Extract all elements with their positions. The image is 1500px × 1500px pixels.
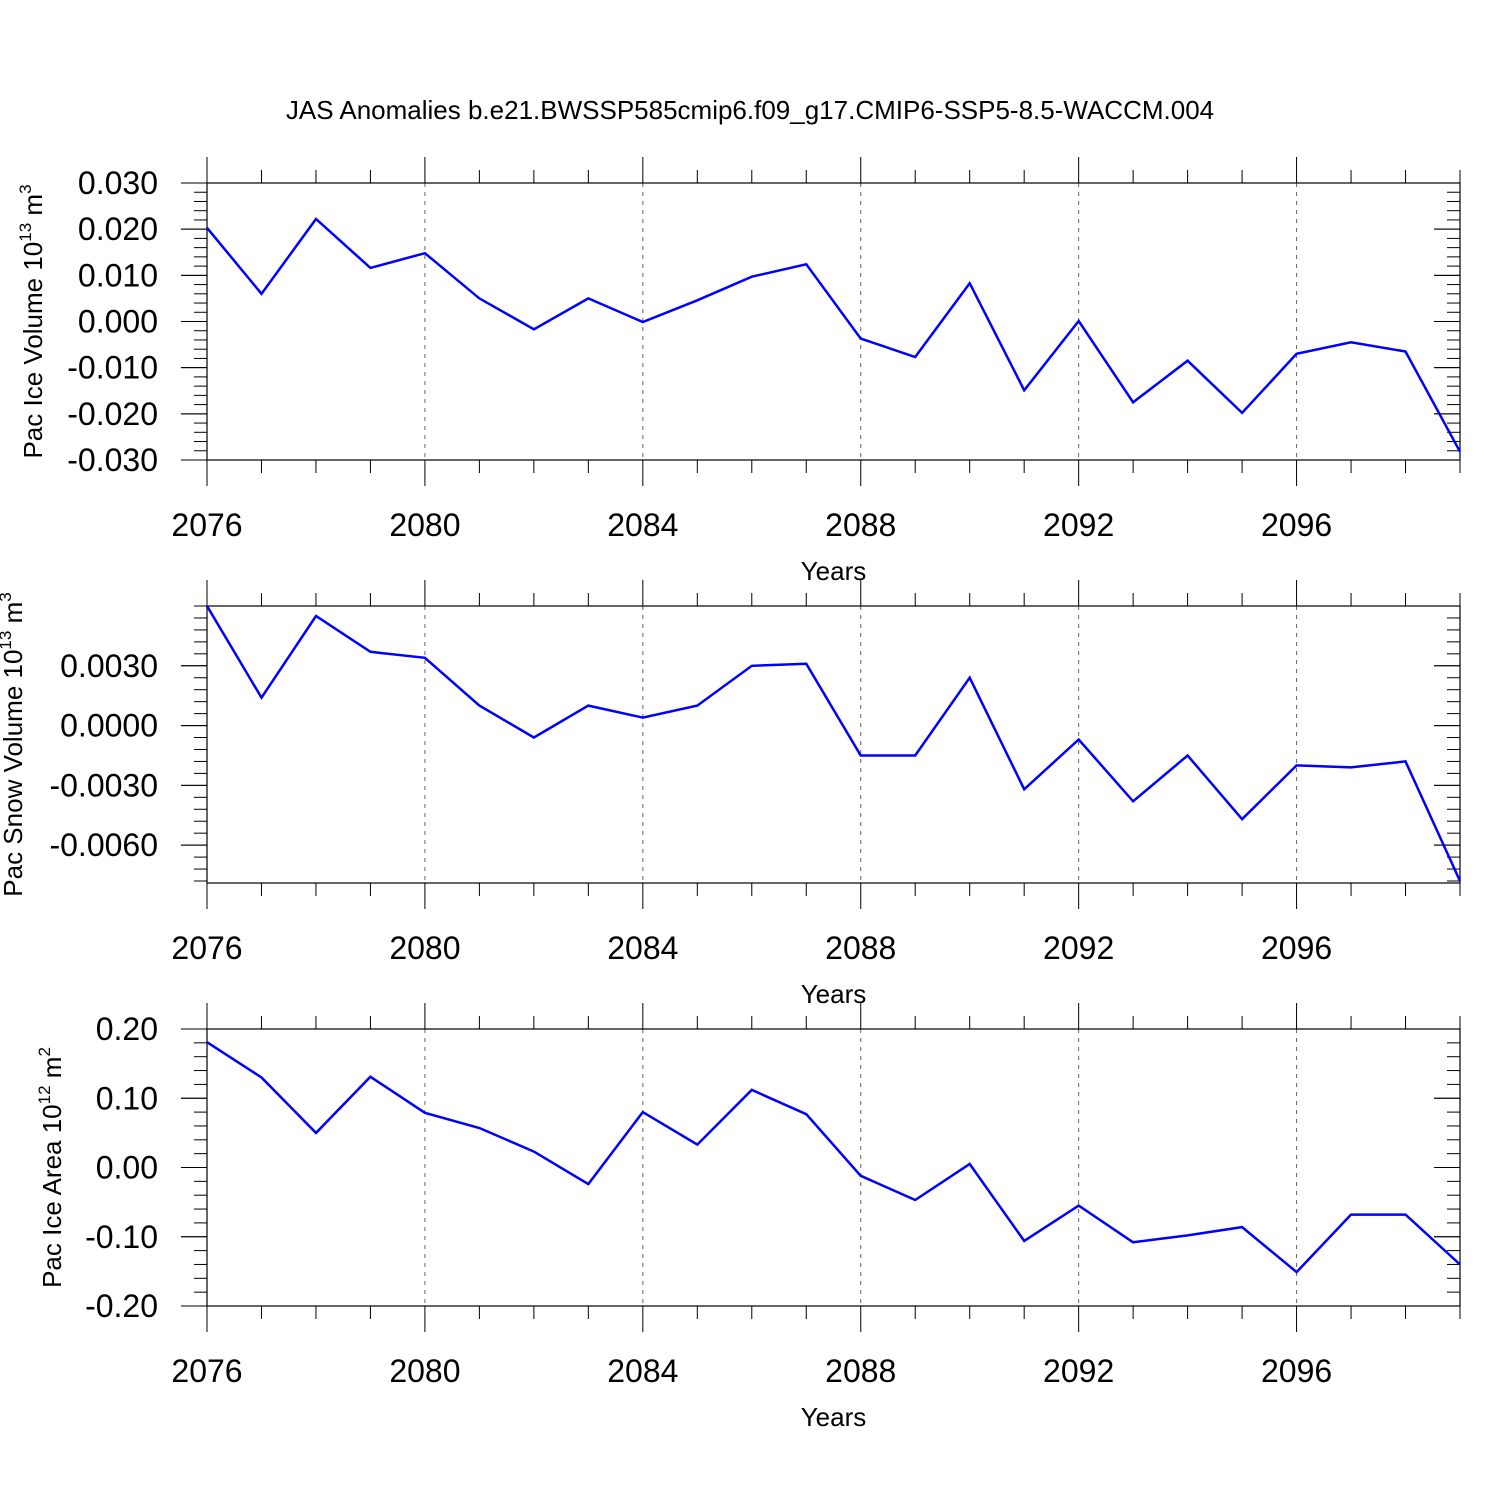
panel-1-y-tick-label: 0.010 [78, 257, 158, 293]
panel-3-x-tick-label: 2076 [171, 1353, 242, 1389]
panel-3-y-tick-label: -0.10 [85, 1219, 158, 1255]
panel-3-y-tick-label: 0.10 [96, 1080, 158, 1116]
panel-2-x-axis-label: Years [801, 979, 867, 1009]
panel-1-y-tick-label: 0.000 [78, 304, 158, 340]
panel-3-x-tick-label: 2084 [607, 1353, 678, 1389]
panel-3-x-tick-label: 2088 [825, 1353, 896, 1389]
panel-1-y-tick-label: 0.020 [78, 211, 158, 247]
panel-1-y-axis-label: Pac Ice Volume 1013 m3 [16, 184, 48, 458]
chart-panel-3: 2076 2080 2084 2088 2092 2096 Years 0.20 0.10 0.0… [35, 1003, 1461, 1432]
panel-2-y-tick-label: 0.0030 [60, 648, 158, 684]
chart-panels: 2076 2080 2084 2088 2092 2096 Years 0.030 0.020 0… [0, 157, 1462, 1432]
panel-1-y-tick-label: 0.030 [78, 165, 158, 201]
panel-1-x-tick-label: 2096 [1261, 507, 1332, 543]
panel-2-y-tick-label: 0.0000 [60, 708, 158, 744]
panel-3-series-line [206, 1041, 1461, 1274]
panel-1-x-tick-label: 2076 [171, 507, 242, 543]
panel-2-x-tick-label: 2076 [171, 930, 242, 966]
panel-2-y-tick-label: -0.0030 [49, 767, 158, 803]
panel-3-x-tick-label: 2080 [389, 1353, 460, 1389]
panel-3-x-tick-label: 2096 [1261, 1353, 1332, 1389]
panel-2-x-tick-label: 2088 [825, 930, 896, 966]
panel-2-x-tick-label: 2092 [1043, 930, 1114, 966]
panel-3-x-axis-label: Years [801, 1402, 867, 1432]
chart-title: JAS Anomalies b.e21.BWSSP585cmip6.f09_g1… [286, 95, 1214, 125]
chart-panel-2: 2076 2080 2084 2088 2092 2096 Years 0.0030 0.000… [0, 580, 1462, 1009]
panel-1-x-tick-label: 2088 [825, 507, 896, 543]
panel-1-x-tick-label: 2084 [607, 507, 678, 543]
panel-1-x-tick-label: 2092 [1043, 507, 1114, 543]
panel-3-y-axis-label: Pac Ice Area 1012 m2 [35, 1047, 67, 1288]
panel-2-y-tick-label: -0.0060 [49, 827, 158, 863]
panel-1-x-tick-label: 2080 [389, 507, 460, 543]
panel-1-y-tick-label: -0.030 [67, 442, 158, 478]
panel-2-x-tick-label: 2080 [389, 930, 460, 966]
panel-3-y-tick-label: -0.20 [85, 1288, 158, 1324]
panel-2-frame [206, 605, 1461, 884]
panel-3-x-tick-label: 2092 [1043, 1353, 1114, 1389]
panel-3-y-tick-label: 0.00 [96, 1150, 158, 1186]
chart-panel-1: 2076 2080 2084 2088 2092 2096 Years 0.030 0.020 0… [16, 157, 1462, 586]
panel-1-frame [206, 182, 1461, 461]
panel-1-y-tick-label: -0.010 [67, 350, 158, 386]
panel-2-y-axis-label: Pac Snow Volume 1013 m3 [0, 592, 28, 896]
panel-1-x-axis-label: Years [801, 556, 867, 586]
panel-3-frame [206, 1028, 1461, 1307]
panel-2-x-tick-label: 2096 [1261, 930, 1332, 966]
panel-1-series-line [206, 217, 1462, 453]
panel-1-y-tick-label: -0.020 [67, 396, 158, 432]
panel-3-y-tick-label: 0.20 [96, 1011, 158, 1047]
panel-2-series-line [205, 605, 1462, 882]
panel-2-x-tick-label: 2084 [607, 930, 678, 966]
